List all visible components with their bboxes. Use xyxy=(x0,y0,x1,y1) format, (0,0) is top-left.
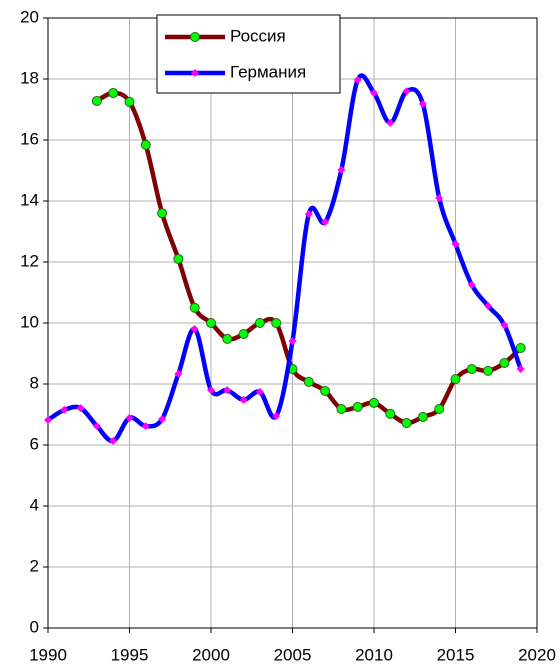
marker xyxy=(44,415,52,424)
marker xyxy=(92,422,101,431)
marker xyxy=(435,193,444,202)
marker xyxy=(272,412,281,421)
y-tick-label: 14 xyxy=(20,190,39,209)
y-tick-label: 6 xyxy=(30,434,39,453)
marker xyxy=(190,325,199,334)
marker xyxy=(207,386,215,395)
marker xyxy=(222,333,233,344)
marker xyxy=(483,365,494,376)
marker xyxy=(516,365,525,374)
x-tick-label: 2005 xyxy=(274,645,312,664)
y-tick-label: 2 xyxy=(30,556,39,575)
marker xyxy=(484,301,493,310)
y-tick-label: 12 xyxy=(20,251,39,270)
marker xyxy=(500,321,509,330)
marker xyxy=(109,437,118,446)
marker xyxy=(336,404,347,415)
marker xyxy=(140,139,151,150)
marker xyxy=(189,302,200,313)
marker xyxy=(418,100,427,109)
marker xyxy=(303,376,314,387)
legend-box xyxy=(156,14,341,94)
marker xyxy=(450,374,461,385)
y-tick-label: 16 xyxy=(20,129,39,148)
marker xyxy=(304,210,313,219)
legend-label: Россия xyxy=(230,26,286,45)
marker xyxy=(402,87,411,96)
marker xyxy=(125,413,134,422)
marker xyxy=(353,75,362,84)
marker xyxy=(141,422,150,431)
marker xyxy=(320,386,331,397)
legend: Россия Германия xyxy=(156,14,341,94)
marker xyxy=(124,96,135,107)
y-tick-label: 0 xyxy=(30,617,39,636)
marker xyxy=(254,318,265,328)
marker xyxy=(466,364,477,375)
x-tick-label: 2010 xyxy=(355,645,393,664)
marker xyxy=(417,411,428,422)
marker xyxy=(190,32,200,42)
marker xyxy=(467,280,476,289)
marker xyxy=(76,404,85,413)
marker xyxy=(158,415,167,424)
marker xyxy=(451,240,460,249)
marker xyxy=(206,318,216,328)
x-tick-label: 2000 xyxy=(192,645,230,664)
marker xyxy=(499,357,510,368)
y-tick-label: 8 xyxy=(30,373,39,392)
y-tick-label: 10 xyxy=(20,312,39,331)
marker xyxy=(352,401,363,412)
legend-label: Германия xyxy=(230,62,306,81)
marker xyxy=(173,253,184,264)
x-tick-label: 1990 xyxy=(29,645,67,664)
marker xyxy=(271,318,282,328)
marker xyxy=(386,118,395,127)
y-tick-label: 20 xyxy=(20,7,39,26)
marker xyxy=(157,208,168,219)
marker xyxy=(385,408,396,419)
y-tick-label: 18 xyxy=(20,68,39,87)
marker xyxy=(515,343,526,354)
y-tick-label: 4 xyxy=(30,495,39,514)
x-tick-label: 2015 xyxy=(437,645,475,664)
marker xyxy=(337,165,346,174)
marker xyxy=(434,404,445,415)
marker xyxy=(370,89,378,98)
marker xyxy=(321,218,330,227)
x-tick-label: 2020 xyxy=(518,645,556,664)
marker xyxy=(91,95,102,106)
marker xyxy=(238,328,249,339)
marker xyxy=(369,397,379,408)
marker xyxy=(60,405,69,414)
marker xyxy=(223,386,232,395)
marker xyxy=(191,69,199,77)
marker xyxy=(174,369,183,378)
marker xyxy=(288,336,297,345)
x-tick-label: 1995 xyxy=(111,645,149,664)
marker xyxy=(401,418,412,429)
marker xyxy=(255,387,264,396)
marker xyxy=(239,395,248,404)
marker xyxy=(108,88,119,99)
